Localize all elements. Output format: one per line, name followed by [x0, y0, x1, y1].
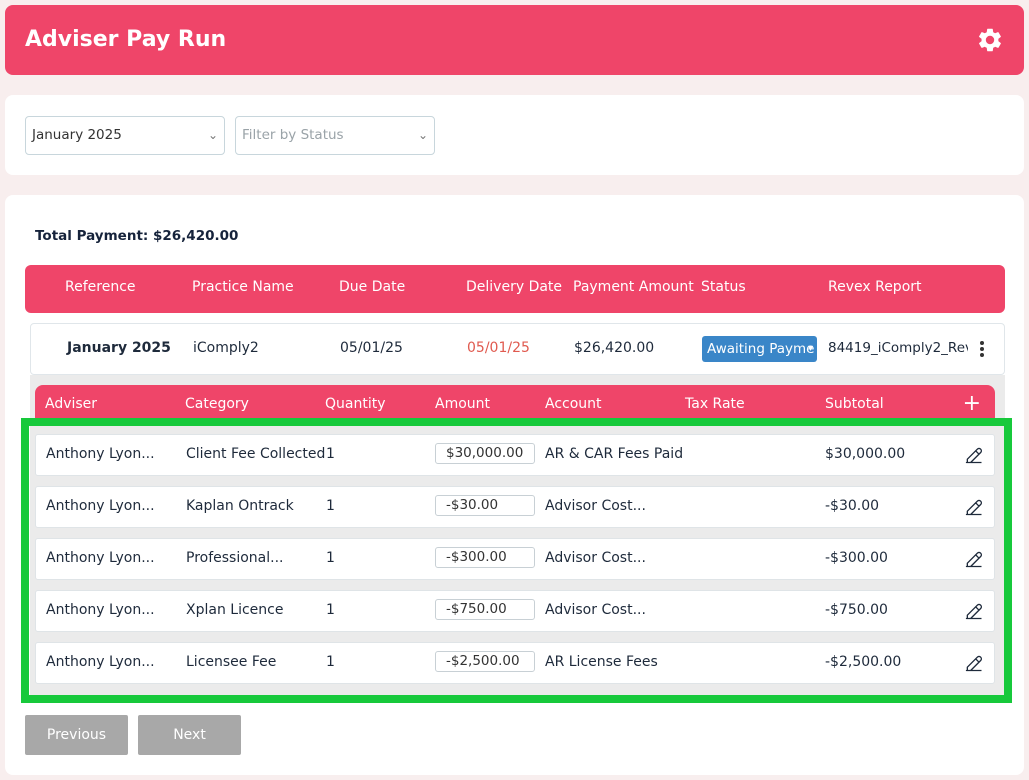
line-quantity: 1 — [326, 498, 335, 514]
line-subtotal: -$2,500.00 — [825, 654, 902, 670]
line-quantity: 1 — [326, 550, 335, 566]
pay-run-table-header: Reference Practice Name Due Date Deliver… — [25, 265, 1005, 313]
row-practice-name: iComply2 — [193, 340, 259, 356]
more-options-icon[interactable] — [974, 340, 990, 358]
page-title: Adviser Pay Run — [25, 27, 227, 52]
column-reference: Reference — [65, 279, 136, 295]
line-quantity: 1 — [326, 446, 335, 462]
total-payment: Total Payment: $26,420.00 — [35, 228, 239, 244]
month-select-value: January 2025 — [32, 127, 122, 143]
column-status: Status — [701, 279, 746, 295]
column-subtotal: Subtotal — [825, 396, 884, 412]
line-item-row: Anthony Lyon... Professional... 1 -$300.… — [35, 538, 995, 580]
line-quantity: 1 — [326, 654, 335, 670]
pencil-icon[interactable] — [964, 601, 984, 621]
line-adviser: Anthony Lyon... — [46, 498, 155, 514]
line-adviser: Anthony Lyon... — [46, 602, 155, 618]
app-header: Adviser Pay Run — [5, 5, 1024, 75]
line-adviser: Anthony Lyon... — [46, 446, 155, 462]
line-category: Licensee Fee — [186, 654, 277, 670]
column-adviser: Adviser — [45, 396, 98, 412]
chevron-down-icon: ▾ — [807, 343, 813, 354]
line-quantity: 1 — [326, 602, 335, 618]
column-payment-amount: Payment Amount — [573, 279, 694, 295]
pencil-icon[interactable] — [964, 497, 984, 517]
line-account: AR & CAR Fees Paid — [545, 446, 684, 462]
line-category: Kaplan Ontrack — [186, 498, 294, 514]
previous-button[interactable]: Previous — [25, 715, 128, 755]
column-delivery-date: Delivery Date — [466, 279, 563, 295]
revex-report-link[interactable]: 84419_iComply2_Reve — [828, 340, 968, 356]
line-amount-input[interactable]: -$30.00 — [435, 495, 535, 516]
column-tax-rate: Tax Rate — [685, 396, 745, 412]
chevron-down-icon: ⌄ — [207, 128, 218, 142]
line-category: Client Fee Collected — [186, 446, 326, 462]
line-account: Advisor Cost... — [545, 602, 646, 618]
pencil-icon[interactable] — [964, 549, 984, 569]
status-dropdown-value: Awaiting Payme — [707, 341, 815, 357]
line-item-row: Anthony Lyon... Xplan Licence 1 -$750.00… — [35, 590, 995, 632]
column-revex-report: Revex Report — [828, 279, 922, 295]
line-account: Advisor Cost... — [545, 498, 646, 514]
pay-run-row[interactable]: January 2025 iComply2 05/01/25 05/01/25 … — [30, 323, 1005, 375]
filter-panel: January 2025 ⌄ Filter by Status ⌄ — [5, 95, 1024, 175]
row-payment-amount: $26,420.00 — [574, 340, 655, 356]
line-subtotal: -$30.00 — [825, 498, 880, 514]
line-subtotal: $30,000.00 — [825, 446, 906, 462]
row-due-date: 05/01/25 — [340, 340, 403, 356]
line-item-row: Anthony Lyon... Licensee Fee 1 -$2,500.0… — [35, 642, 995, 684]
column-due-date: Due Date — [339, 279, 406, 295]
line-subtotal: -$300.00 — [825, 550, 888, 566]
line-amount-input[interactable]: -$2,500.00 — [435, 651, 535, 672]
pencil-icon[interactable] — [964, 653, 984, 673]
status-filter-select[interactable]: Filter by Status ⌄ — [235, 116, 435, 155]
column-category: Category — [185, 396, 249, 412]
line-subtotal: -$750.00 — [825, 602, 888, 618]
pay-run-panel: Total Payment: $26,420.00 Reference Prac… — [5, 195, 1024, 775]
column-amount: Amount — [435, 396, 491, 412]
gear-icon[interactable] — [976, 26, 1004, 54]
column-practice-name: Practice Name — [192, 279, 294, 295]
line-amount-input[interactable]: -$750.00 — [435, 599, 535, 620]
line-items-header: Adviser Category Quantity Amount Account… — [35, 385, 995, 423]
month-select[interactable]: January 2025 ⌄ — [25, 116, 225, 155]
status-dropdown[interactable]: Awaiting Payme ▾ — [702, 336, 817, 362]
column-quantity: Quantity — [325, 396, 386, 412]
pencil-icon[interactable] — [964, 445, 984, 465]
line-adviser: Anthony Lyon... — [46, 550, 155, 566]
line-item-row: Anthony Lyon... Kaplan Ontrack 1 -$30.00… — [35, 486, 995, 528]
line-category: Professional... — [186, 550, 284, 566]
line-account: Advisor Cost... — [545, 550, 646, 566]
next-button[interactable]: Next — [138, 715, 241, 755]
row-reference: January 2025 — [67, 340, 171, 356]
line-account: AR License Fees — [545, 654, 658, 670]
row-delivery-date: 05/01/25 — [467, 340, 530, 356]
line-amount-input[interactable]: -$300.00 — [435, 547, 535, 568]
line-item-row: Anthony Lyon... Client Fee Collected 1 $… — [35, 434, 995, 476]
line-adviser: Anthony Lyon... — [46, 654, 155, 670]
add-line-item-button[interactable]: + — [962, 391, 981, 416]
line-amount-input[interactable]: $30,000.00 — [435, 443, 535, 464]
column-account: Account — [545, 396, 602, 412]
status-filter-placeholder: Filter by Status — [242, 127, 344, 143]
line-category: Xplan Licence — [186, 602, 284, 618]
chevron-down-icon: ⌄ — [417, 128, 428, 142]
